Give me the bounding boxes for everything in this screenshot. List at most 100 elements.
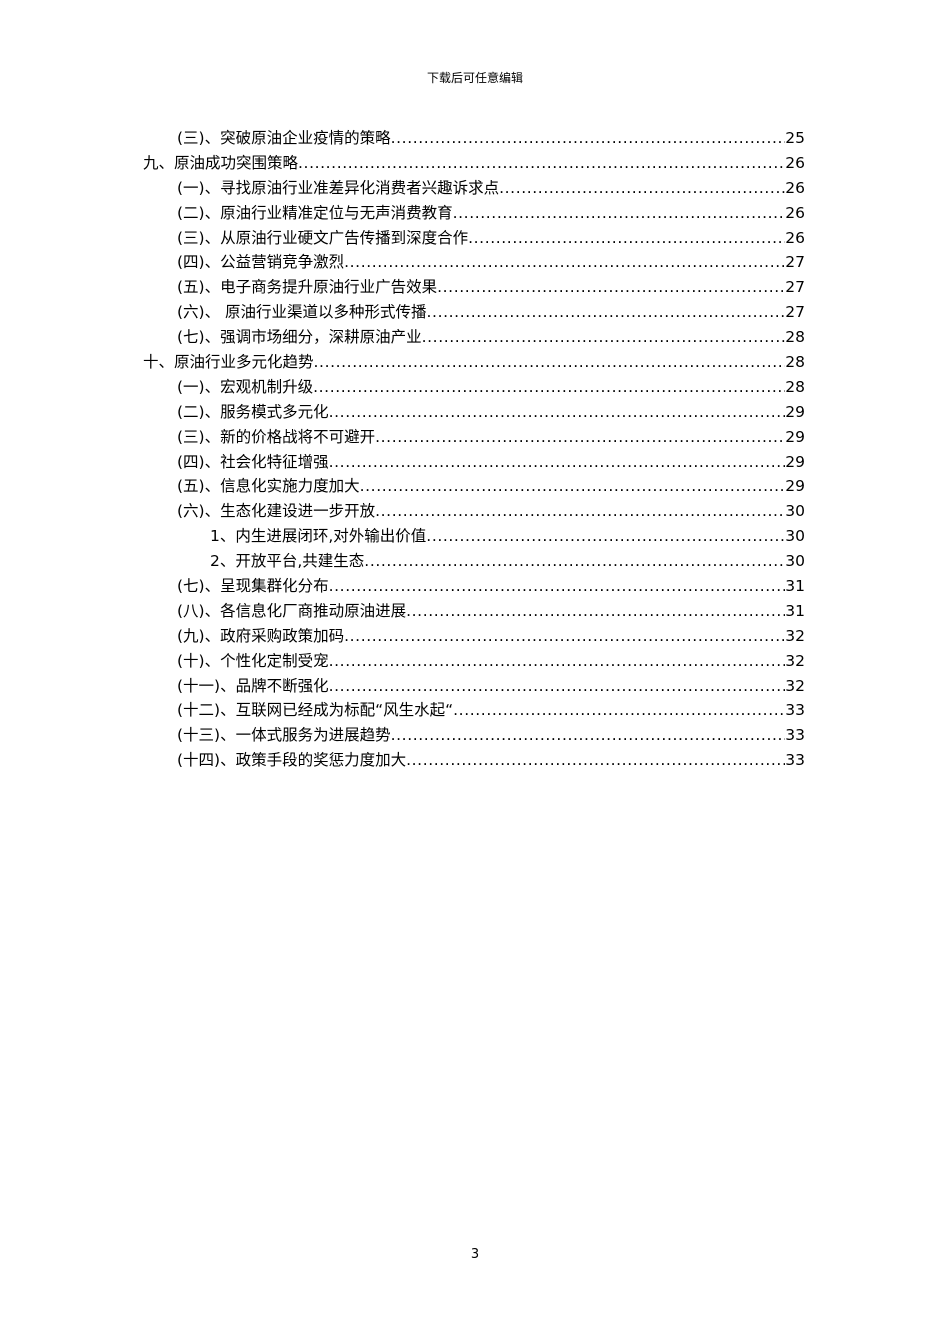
toc-entry[interactable]: (三)、从原油行业硬文广告传播到深度合作 26 <box>143 226 805 251</box>
toc-entry[interactable]: (六)、 原油行业渠道以多种形式传播 27 <box>143 300 805 325</box>
dot-leader <box>329 649 786 674</box>
toc-entry-page: 29 <box>785 477 805 496</box>
dot-leader <box>375 499 785 524</box>
toc-entry[interactable]: (八)、各信息化厂商推动原油进展 31 <box>143 599 805 624</box>
toc-entry-title: 九、原油成功突围策略 <box>143 153 299 172</box>
toc-entry-page: 27 <box>785 278 805 297</box>
dot-leader <box>360 474 786 499</box>
toc-entry-page: 26 <box>785 153 805 172</box>
dot-leader <box>468 226 785 251</box>
toc-entry-page: 26 <box>785 203 805 222</box>
toc-entry-title: (一)、寻找原油行业准差异化消费者兴趣诉求点 <box>177 178 500 197</box>
toc-entry-page: 29 <box>785 402 805 421</box>
dot-leader <box>437 275 785 300</box>
table-of-contents: (三)、突破原油企业疫情的策略25九、原油成功突围策略26(一)、寻找原油行业准… <box>143 126 805 773</box>
toc-entry[interactable]: (四)、社会化特征增强 29 <box>143 450 805 475</box>
toc-entry[interactable]: 九、原油成功突围策略 26 <box>143 151 805 176</box>
dot-leader <box>344 624 785 649</box>
dot-leader <box>391 126 786 151</box>
toc-entry-title: (十二)、互联网已经成为标配“风生水起“ <box>177 701 454 720</box>
toc-entry-page: 25 <box>785 129 805 147</box>
toc-entry[interactable]: (五)、信息化实施力度加大 29 <box>143 474 805 499</box>
dot-leader <box>499 176 785 201</box>
toc-entry-page: 33 <box>785 726 805 745</box>
toc-entry-title: (五)、信息化实施力度加大 <box>177 477 360 496</box>
toc-entry-title: (四)、社会化特征增强 <box>177 452 329 471</box>
toc-entry[interactable]: (五)、电子商务提升原油行业广告效果 27 <box>143 275 805 300</box>
toc-entry-page: 32 <box>785 626 805 645</box>
toc-entry-title: 2、开放平台,共建生态 <box>210 552 365 571</box>
toc-entry-page: 28 <box>785 328 805 347</box>
toc-entry[interactable]: (一)、宏观机制升级 28 <box>143 375 805 400</box>
toc-entry-title: (二)、原油行业精准定位与无声消费教育 <box>177 203 453 222</box>
toc-entry[interactable]: (二)、原油行业精准定位与无声消费教育 26 <box>143 201 805 226</box>
toc-entry-page: 27 <box>785 253 805 272</box>
toc-entry-title: (十三)、一体式服务为进展趋势 <box>177 726 391 745</box>
toc-entry[interactable]: 十、原油行业多元化趋势 28 <box>143 350 805 375</box>
page-number: 3 <box>470 1247 480 1262</box>
toc-entry[interactable]: (十)、个性化定制受宠 32 <box>143 649 805 674</box>
toc-entry[interactable]: (十四)、政策手段的奖惩力度加大 33 <box>143 748 805 773</box>
toc-entry-page: 26 <box>785 178 805 197</box>
dot-leader <box>453 698 785 723</box>
dot-leader <box>422 325 786 350</box>
toc-entry[interactable]: (七)、呈现集群化分布 31 <box>143 574 805 599</box>
dot-leader <box>329 574 786 599</box>
dot-leader <box>453 201 786 226</box>
toc-entry[interactable]: 1、内生进展闭环,对外输出价值 30 <box>143 524 805 549</box>
toc-entry[interactable]: (二)、服务模式多元化 29 <box>143 400 805 425</box>
dot-leader <box>391 723 786 748</box>
toc-entry[interactable]: (七)、强调市场细分，深耕原油产业 28 <box>143 325 805 350</box>
toc-entry[interactable]: (一)、寻找原油行业准差异化消费者兴趣诉求点 26 <box>143 176 805 201</box>
toc-entry-page: 26 <box>785 228 805 247</box>
toc-entry[interactable]: (六)、生态化建设进一步开放 30 <box>143 499 805 524</box>
dot-leader <box>298 151 785 176</box>
toc-entry-title: (四)、公益营销竞争激烈 <box>177 253 345 272</box>
dot-leader <box>364 549 785 574</box>
toc-entry[interactable]: (十三)、一体式服务为进展趋势 33 <box>143 723 805 748</box>
dot-leader <box>344 250 785 275</box>
toc-entry-title: (一)、宏观机制升级 <box>177 377 314 396</box>
dot-leader <box>427 300 786 325</box>
dot-leader <box>314 350 786 375</box>
toc-entry-title: (十四)、政策手段的奖惩力度加大 <box>177 751 407 770</box>
toc-entry-title: (三)、突破原油企业疫情的策略 <box>177 129 391 147</box>
dot-leader <box>406 599 785 624</box>
toc-entry-title: 1、内生进展闭环,对外输出价值 <box>210 527 427 546</box>
toc-entry-page: 33 <box>785 751 805 770</box>
toc-entry-page: 30 <box>785 527 805 546</box>
dot-leader <box>426 524 785 549</box>
toc-entry-title: (六)、 原油行业渠道以多种形式传播 <box>177 303 427 322</box>
toc-entry-title: (五)、电子商务提升原油行业广告效果 <box>177 278 438 297</box>
toc-entry[interactable]: (四)、公益营销竞争激烈 27 <box>143 250 805 275</box>
toc-entry[interactable]: (九)、政府采购政策加码 32 <box>143 624 805 649</box>
toc-entry[interactable]: (三)、新的价格战将不可避开 29 <box>143 425 805 450</box>
dot-leader <box>329 674 786 699</box>
toc-entry-title: (三)、新的价格战将不可避开 <box>177 427 376 446</box>
toc-entry-page: 27 <box>785 303 805 322</box>
toc-entry-title: (九)、政府采购政策加码 <box>177 626 345 645</box>
toc-entry-page: 32 <box>785 676 805 695</box>
toc-entry[interactable]: 2、开放平台,共建生态 30 <box>143 549 805 574</box>
dot-leader <box>329 450 786 475</box>
toc-entry-title: (三)、从原油行业硬文广告传播到深度合作 <box>177 228 469 247</box>
toc-entry[interactable]: (十一)、品牌不断强化 32 <box>143 674 805 699</box>
toc-entry[interactable]: (十二)、互联网已经成为标配“风生水起“ 33 <box>143 698 805 723</box>
toc-entry-page: 28 <box>785 377 805 396</box>
toc-entry-title: (十)、个性化定制受宠 <box>177 651 329 670</box>
toc-entry-title: (六)、生态化建设进一步开放 <box>177 502 376 521</box>
page-header: 下载后可任意编辑 <box>426 71 523 85</box>
toc-entry[interactable]: (三)、突破原油企业疫情的策略 25 <box>143 126 805 151</box>
toc-entry-page: 30 <box>785 552 805 571</box>
toc-entry-page: 29 <box>785 452 805 471</box>
dot-leader <box>313 375 785 400</box>
toc-entry-title: (七)、呈现集群化分布 <box>177 577 329 596</box>
dot-leader <box>406 748 785 773</box>
toc-entry-page: 33 <box>785 701 805 720</box>
toc-entry-page: 31 <box>785 601 805 620</box>
dot-leader <box>329 400 786 425</box>
toc-entry-title: 十、原油行业多元化趋势 <box>143 353 314 372</box>
toc-entry-title: (八)、各信息化厂商推动原油进展 <box>177 601 407 620</box>
toc-entry-page: 28 <box>785 353 805 372</box>
toc-entry-page: 31 <box>785 577 805 596</box>
